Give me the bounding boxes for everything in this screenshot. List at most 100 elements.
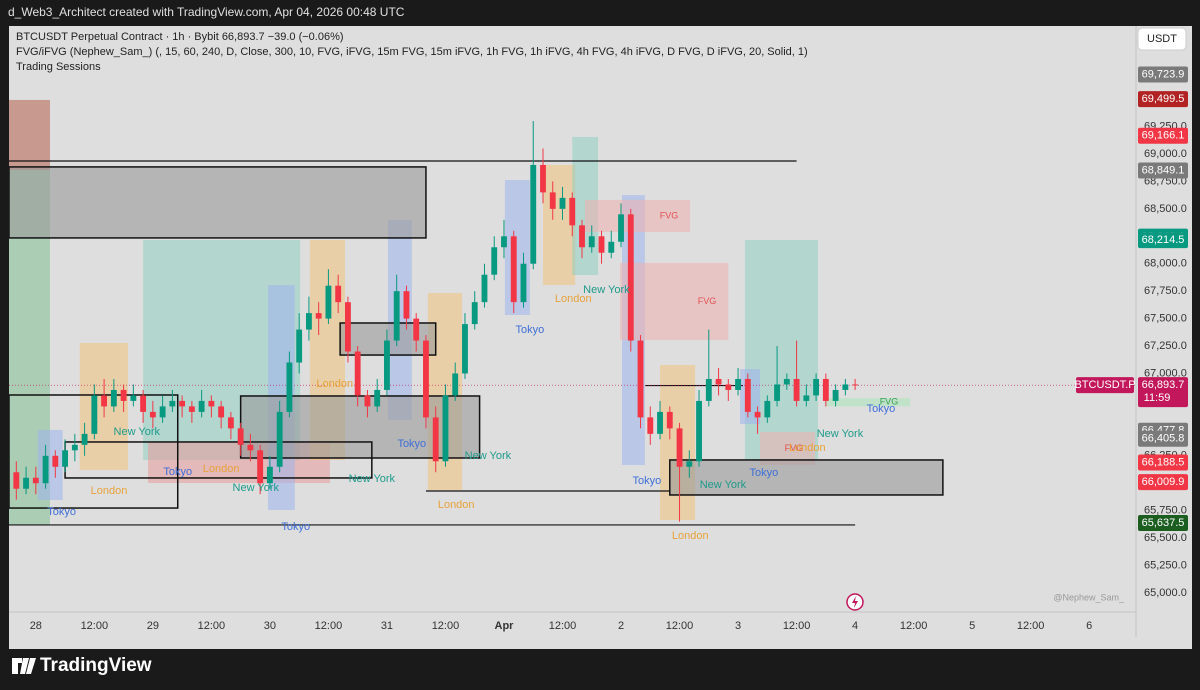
x-tick-label: 29: [147, 620, 159, 632]
x-tick-label: 2: [618, 620, 624, 632]
candle-body: [149, 411, 156, 418]
symbol-label: BTCUSDT.P: [1074, 379, 1135, 391]
candle-body: [510, 236, 517, 303]
candle-body: [676, 428, 683, 467]
time-axis-panel: [9, 637, 1192, 649]
x-tick-label: 31: [381, 620, 393, 632]
candle-body: [266, 466, 273, 484]
candle-body: [803, 395, 810, 401]
candle-body: [569, 197, 576, 226]
candle-body: [423, 340, 429, 418]
session-label: London: [91, 485, 128, 497]
session-label: Tokyo: [632, 475, 661, 487]
x-tick-label: 12:00: [549, 620, 577, 632]
price-badge-label: 69,166.1: [1142, 130, 1185, 142]
candle-body: [198, 400, 205, 412]
x-tick-label: 4: [852, 620, 858, 632]
y-tick-label: 67,250.0: [1144, 340, 1187, 352]
y-tick-label: 67,750.0: [1144, 285, 1187, 297]
price-badge-label: 66,405.8: [1142, 433, 1185, 445]
session-label: New York: [233, 482, 280, 494]
zone-label: FVG: [785, 443, 804, 453]
x-tick-label: 12:00: [666, 620, 694, 632]
candle-body: [774, 384, 781, 401]
last-price-badge: [1138, 377, 1188, 408]
candle-body: [442, 395, 449, 462]
x-tick-label: 12:00: [783, 620, 811, 632]
candle-body: [286, 362, 293, 412]
session-zone: [584, 199, 691, 233]
candle-body: [559, 197, 566, 209]
x-tick-label: 28: [30, 620, 42, 632]
y-tick-label: 65,000.0: [1144, 587, 1187, 599]
last-price-label: 66,893.7: [1142, 379, 1185, 391]
zone-label: FVG: [880, 397, 899, 407]
x-tick-label: 12:00: [315, 620, 343, 632]
price-badge: [1138, 430, 1188, 447]
candle-body: [647, 417, 654, 434]
price-badge: [1138, 474, 1188, 491]
candle-body: [520, 263, 527, 303]
x-tick-label: 12:00: [432, 620, 460, 632]
candle-body: [276, 411, 283, 467]
candle-body: [735, 378, 741, 390]
legend-line: Trading Sessions: [16, 61, 101, 73]
price-badge-label: 65,637.5: [1142, 517, 1185, 529]
candle-body: [793, 378, 800, 401]
session-zone: [37, 430, 63, 501]
credit: d_Web3_Architect created with TradingVie…: [8, 5, 405, 19]
x-tick-label: 12:00: [81, 620, 109, 632]
y-tick-label: 68,500.0: [1144, 203, 1187, 215]
candle-body: [42, 455, 49, 484]
y-tick-label: 69,000.0: [1144, 148, 1187, 160]
candle-body: [120, 389, 127, 401]
session-label: Tokyo: [163, 466, 192, 478]
price-badge: [1138, 515, 1188, 532]
y-tick-label: 65,250.0: [1144, 559, 1187, 571]
candle-body: [110, 389, 117, 407]
candle-body: [540, 164, 546, 193]
session-label: London: [438, 499, 475, 511]
candle-body: [754, 411, 761, 418]
logo: TradingView: [12, 655, 152, 676]
candle-body: [627, 214, 634, 341]
x-tick-label: 30: [264, 620, 276, 632]
candle-body: [169, 400, 176, 407]
candle-body: [725, 384, 732, 390]
replay-bolt: [852, 596, 858, 608]
candle-body: [462, 324, 468, 374]
session-label: Tokyo: [397, 438, 426, 450]
candle-body: [159, 406, 166, 418]
candle-body: [208, 400, 215, 407]
candle-body: [657, 411, 663, 434]
legend-line: FVG/iFVG (Nephew_Sam_) (, 15, 60, 240, D…: [16, 46, 808, 58]
candle-body: [491, 247, 498, 275]
session-label: London: [672, 530, 709, 542]
candle-body: [432, 417, 439, 462]
candle-body: [384, 340, 390, 390]
candle-body: [842, 384, 849, 390]
candle-body: [140, 395, 147, 412]
candle-body: [403, 291, 410, 319]
session-label: London: [316, 378, 353, 390]
candle-body: [452, 373, 459, 396]
candle-body: [618, 214, 624, 242]
candle-body: [91, 395, 98, 434]
currency-button[interactable]: [1137, 27, 1187, 51]
y-tick-label: 67,000.0: [1144, 367, 1187, 379]
candle-body: [393, 291, 400, 341]
x-tick-label: 12:00: [1017, 620, 1045, 632]
price-badge: [1138, 127, 1188, 144]
session-label: New York: [114, 426, 161, 438]
countdown: 11:59: [1144, 392, 1171, 404]
candle-body: [335, 285, 342, 303]
price-badge-label: 69,723.9: [1142, 68, 1185, 80]
candle-body: [247, 444, 254, 451]
x-tick-label: Apr: [495, 620, 515, 632]
candle-body: [237, 428, 244, 445]
candle-body: [179, 400, 186, 407]
candle-body: [257, 450, 264, 484]
candle-body: [501, 236, 507, 248]
